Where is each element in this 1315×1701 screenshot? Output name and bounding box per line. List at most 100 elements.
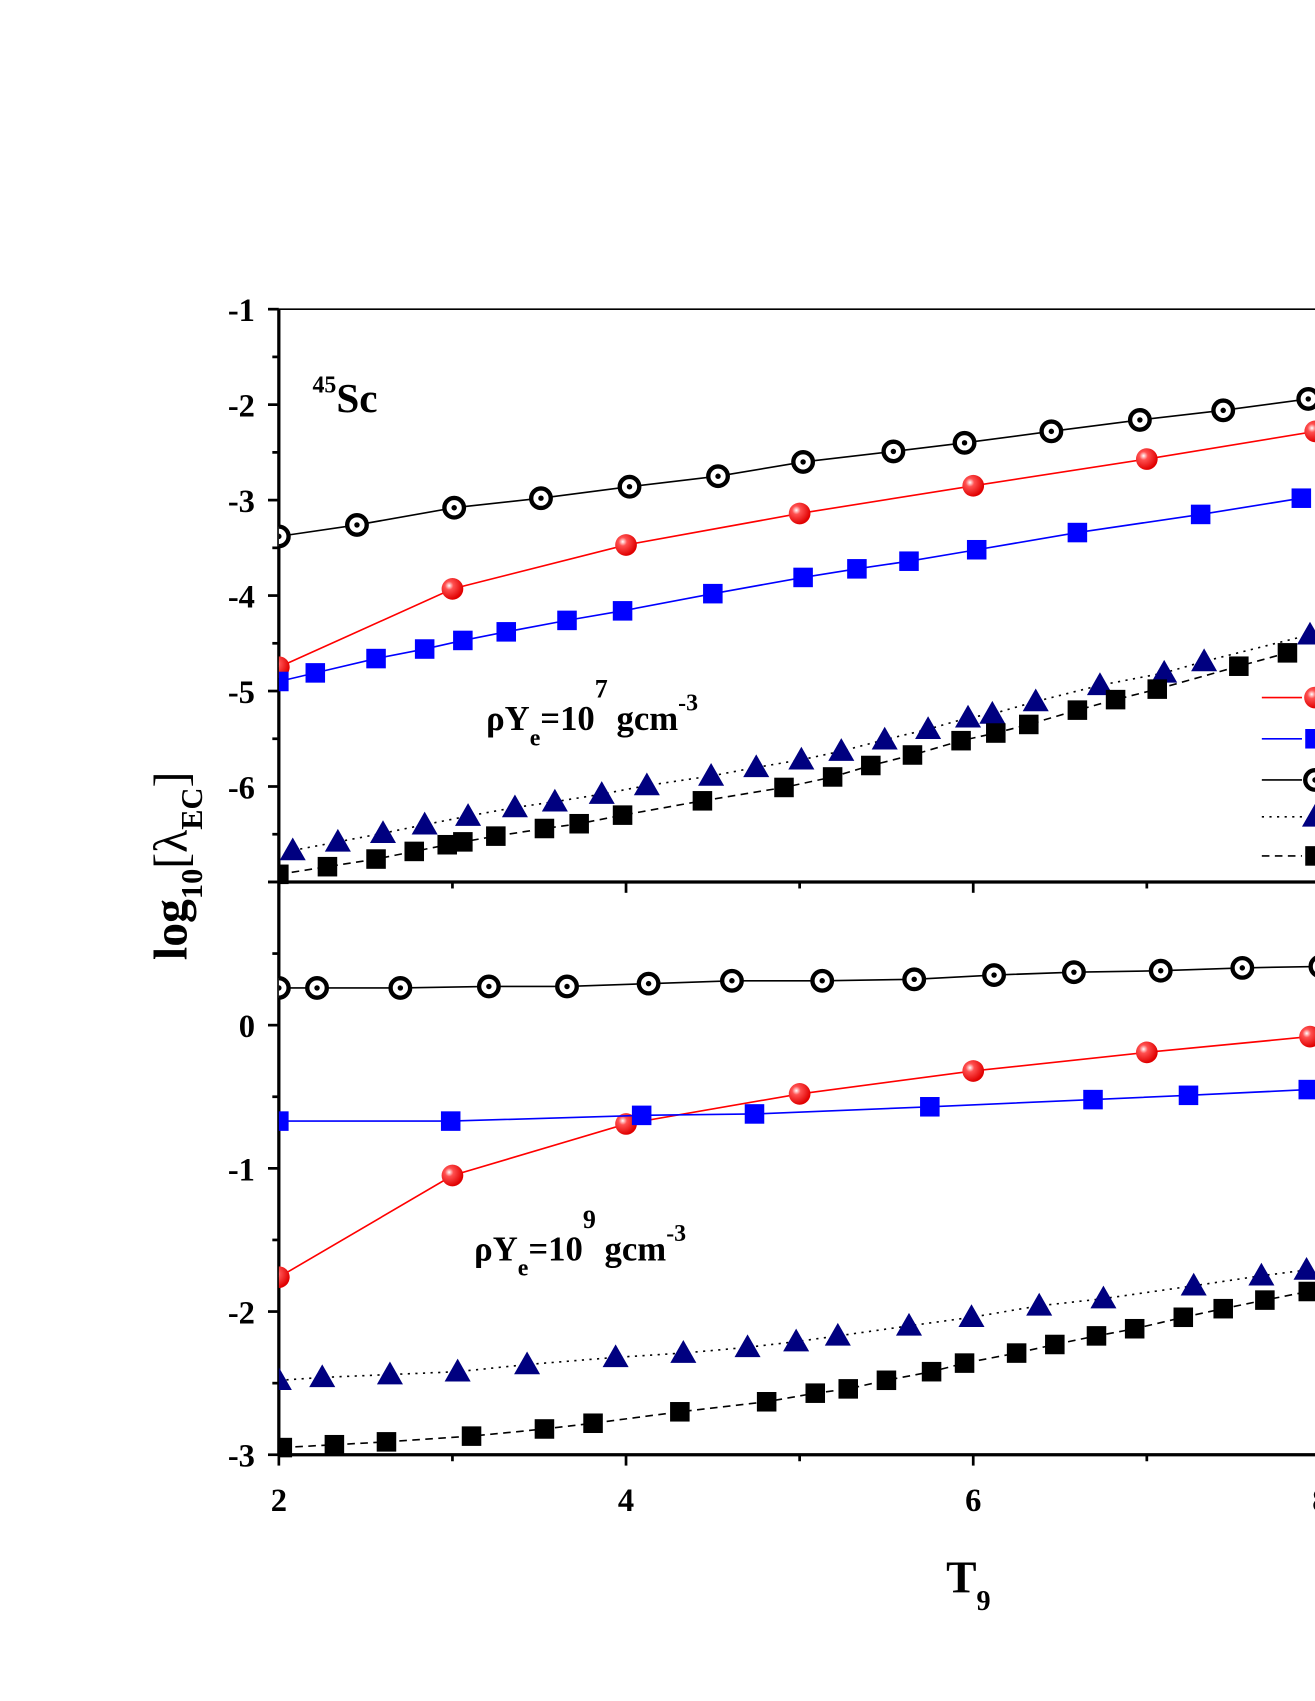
data-point-3: [279, 837, 306, 861]
series-line-1: [278, 1035, 1311, 1278]
data-point-2: [1178, 1085, 1199, 1106]
data-point-2: [631, 1105, 652, 1126]
data-point-0: [952, 430, 977, 455]
data-point-2: [496, 622, 517, 642]
data-point-2: [366, 648, 386, 669]
data-point-2: [899, 551, 919, 571]
data-point-0: [305, 975, 329, 1000]
data-point-4: [902, 745, 923, 765]
data-point-4: [461, 1426, 482, 1446]
data-point-0: [476, 974, 501, 999]
legend-marker: [1304, 686, 1315, 709]
data-point-4: [1255, 1290, 1275, 1310]
data-point-2: [557, 610, 577, 631]
data-point-3: [783, 1328, 810, 1352]
data-point-3: [1151, 659, 1178, 683]
data-point-0: [278, 975, 291, 1000]
data-point-4: [1086, 1326, 1107, 1346]
data-point-0: [555, 974, 579, 999]
data-point-3: [1090, 1285, 1117, 1309]
data-point-3: [871, 726, 898, 750]
data-point-3: [1022, 688, 1049, 712]
legend-marker: [1301, 803, 1315, 827]
data-point-3: [278, 1367, 292, 1391]
legend-item: [1261, 686, 1315, 709]
data-point-1: [441, 1164, 464, 1187]
data-point-0: [902, 967, 927, 992]
data-point-2: [1291, 488, 1312, 508]
y-tick-label: -1: [228, 1152, 255, 1188]
data-point-0: [791, 449, 816, 474]
data-point-1: [1135, 1041, 1158, 1064]
x-tick-label: 6: [965, 1483, 981, 1519]
data-point-3: [324, 828, 351, 852]
data-point-2: [966, 539, 987, 560]
legend-marker: [1303, 768, 1315, 792]
series-line-2: [278, 1088, 1309, 1122]
series-group-upper: [278, 386, 1315, 885]
data-point-3: [369, 820, 397, 844]
data-point-3: [670, 1340, 697, 1363]
data-point-4: [317, 856, 338, 877]
data-point-2: [1190, 504, 1211, 525]
data-point-3: [514, 1351, 541, 1375]
data-point-1: [1299, 1025, 1315, 1048]
data-point-0: [1148, 958, 1173, 983]
series-group-lower: [278, 955, 1315, 1458]
data-point-3: [376, 1361, 403, 1385]
data-point-4: [1213, 1298, 1233, 1319]
data-point-4: [569, 813, 589, 834]
legend: [1261, 686, 1315, 866]
data-point-3: [1293, 1257, 1315, 1280]
data-point-3: [955, 704, 982, 728]
x-tick-label: 4: [618, 1483, 634, 1519]
data-point-1: [788, 1083, 811, 1105]
data-point-1: [615, 1113, 637, 1135]
data-point-4: [822, 767, 843, 787]
data-point-2: [305, 663, 326, 683]
data-point-3: [541, 788, 568, 812]
series-line-0: [278, 965, 1315, 989]
data-point-4: [278, 864, 289, 885]
data-point-4: [1006, 1343, 1027, 1363]
data-point-3: [824, 1322, 851, 1346]
data-point-4: [954, 1353, 975, 1373]
y-tick-label: -1: [228, 293, 255, 329]
y-axis-label: log10[λEC]: [145, 772, 209, 960]
data-point-2: [440, 1111, 461, 1131]
data-point-1: [788, 502, 811, 525]
panel-upper: -1 -2 -3 -4 -5 -6: [228, 293, 1315, 893]
y-tick-label: -2: [228, 1295, 255, 1331]
data-point-2: [1067, 522, 1088, 543]
data-point-2: [793, 567, 813, 588]
data-point-4: [756, 1391, 777, 1412]
data-point-3: [1248, 1262, 1275, 1286]
data-point-4: [612, 805, 633, 825]
data-point-2: [847, 559, 867, 579]
data-point-3: [734, 1334, 761, 1358]
data-point-2: [453, 630, 473, 651]
data-point-3: [698, 762, 725, 786]
data-point-2: [612, 601, 633, 621]
data-point-4: [876, 1370, 897, 1391]
data-point-4: [1173, 1307, 1194, 1328]
data-point-0: [1039, 419, 1064, 444]
data-point-3: [501, 794, 528, 818]
data-point-3: [1180, 1272, 1207, 1296]
legend-marker: [1305, 846, 1315, 866]
data-point-4: [453, 832, 473, 852]
data-point-0: [278, 524, 291, 549]
data-point-3: [411, 811, 438, 835]
data-point-1: [962, 1060, 985, 1082]
data-point-4: [1045, 1334, 1065, 1355]
data-point-0: [881, 439, 906, 464]
data-point-0: [810, 968, 835, 993]
data-point-3: [588, 781, 615, 804]
data-point-2: [1083, 1089, 1103, 1110]
series-line-4: [282, 1290, 1309, 1449]
data-point-2: [1298, 1079, 1315, 1100]
data-point-0: [442, 495, 467, 520]
data-point-0: [1308, 955, 1315, 978]
